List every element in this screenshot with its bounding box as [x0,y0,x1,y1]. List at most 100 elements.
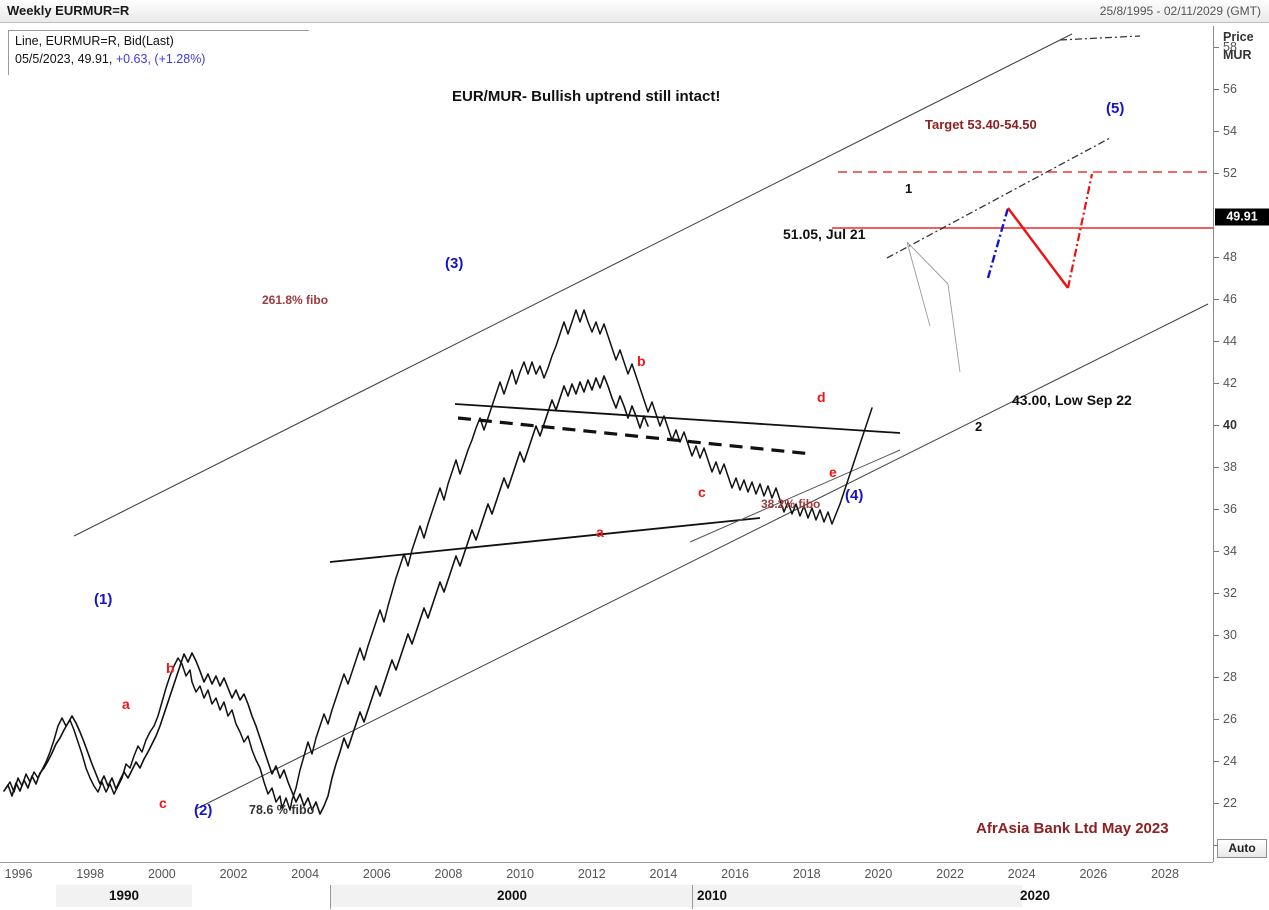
year-label-2026: 2026 [1079,867,1108,881]
sub-label-b: b [166,660,175,676]
price-tick-38: 38 [1214,460,1237,474]
price-tick-54: 54 [1214,124,1237,138]
year-label-2014: 2014 [649,867,678,881]
triangle-upper-line [454,403,901,434]
wave-label-1: (1) [94,591,113,608]
price-tick-mark [1214,677,1219,679]
year-label-2012: 2012 [577,867,606,881]
fibo-261-label: 261.8% fibo [262,293,329,307]
support-line-e [689,449,901,543]
triangle-label-e: e [829,464,837,480]
year-label-2004: 2004 [291,867,320,881]
price-tick-mark [1214,131,1219,133]
price-tick-48: 48 [1214,250,1237,264]
channel-lines [73,33,1209,810]
price-tick-26: 26 [1214,712,1237,726]
price-tick-mark [1214,467,1219,469]
wave-label-3: (3) [445,255,464,272]
forecast-projection-blue [986,207,1010,279]
price-tick-mark [1214,341,1219,343]
plot-area[interactable] [0,26,1213,862]
price-tick-mark [1214,551,1219,553]
brand-label: AfrAsia Bank Ltd May 2023 [976,820,1169,837]
year-label-2002: 2002 [219,867,248,881]
year-label-1996: 1996 [4,867,33,881]
date-range-label: 25/8/1995 - 02/11/2029 (GMT) [1099,4,1261,18]
price-tick-mark [1214,719,1219,721]
auto-scale-button[interactable]: Auto [1217,839,1267,858]
decade-band-2000 [330,885,692,907]
sub-label-a: a [122,696,130,712]
triangle-lines [329,403,901,563]
price-tick-mark [1214,257,1219,259]
price-tick-22: 22 [1214,796,1237,810]
year-label-2022: 2022 [936,867,964,881]
chart-legend: Line, EURMUR=R, Bid(Last) 05/5/2023, 49.… [8,30,309,75]
legend-series-line: Line, EURMUR=R, Bid(Last) [15,34,174,48]
time-axis[interactable]: 1996 1998 2000 2002 2004 2006 2008 2010 2012 2014… [0,862,1213,910]
decade-label-2010: 2010 [696,888,728,903]
impulse-label-2: 2 [975,419,983,434]
legend-date: 05/5/2023, [15,52,75,66]
fibo-382-label: 38.2% fibo [761,497,821,511]
price-tick-28: 28 [1214,670,1237,684]
triangle-label-b: b [637,353,646,369]
triangle-label-d: d [817,389,826,405]
channel-upper-line [73,33,1073,537]
price-axis-header-2: MUR [1223,48,1252,62]
wave1-guide-dashdot [886,137,1111,259]
year-label-1998: 1998 [76,867,105,881]
decade-label-1990: 1990 [108,888,140,903]
triangle-lower-line [329,517,761,563]
price-tick-58: 58 [1214,40,1237,54]
price-tick-mark [1214,635,1219,637]
price-path [3,375,649,815]
price-tick-52: 52 [1214,166,1237,180]
sub-label-c: c [159,795,167,811]
trendline-bd-dashed [457,416,813,456]
forecast-correction-red [1007,207,1069,289]
price-tick-36: 36 [1214,502,1237,516]
price-tick-44: 44 [1214,334,1237,348]
price-tick-mark [1214,593,1219,595]
target-label: Target 53.40-54.50 [925,117,1037,132]
price-tick-40: 40 [1214,418,1237,432]
year-label-2024: 2024 [1007,867,1036,881]
year-label-2008: 2008 [434,867,463,881]
year-label-2020: 2020 [864,867,893,881]
price-tick-34: 34 [1214,544,1237,558]
price-tick-mark [1214,89,1219,90]
year-label-2006: 2006 [362,867,391,881]
impulse-label-1: 1 [905,181,913,196]
year-label-2016: 2016 [721,867,749,881]
wave-label-5: (5) [1106,100,1125,117]
decade-band-1990 [56,885,192,907]
year-label-2018: 2018 [792,867,821,881]
price-tick-32: 32 [1214,586,1237,600]
high-annotation: 51.05, Jul 21 [783,226,866,242]
price-tick-mark [1214,761,1219,763]
year-label-2028: 2028 [1151,867,1179,881]
chart-title: EUR/MUR- Bullish uptrend still intact! [452,88,721,105]
legend-change: +0.63, (+1.28%) [115,52,206,66]
year-label-2010: 2010 [506,867,535,881]
low-annotation: 43.00, Low Sep 22 [1012,392,1132,408]
year-label-2000: 2000 [147,867,176,881]
price-tick-46: 46 [1214,292,1237,306]
channel-extension-dashdot [1059,35,1141,41]
price-tick-24: 24 [1214,754,1237,768]
price-tick-mark [1214,509,1219,511]
minor-guides [906,241,961,373]
price-tick-mark [1214,173,1219,175]
triangle-label-a: a [596,524,604,540]
window-title: Weekly EURMUR=R [7,3,130,18]
price-tick-56: 56 [1214,82,1237,96]
wave-label-4: (4) [845,487,864,504]
window-titlebar: Weekly EURMUR=R 25/8/1995 - 02/11/2029 (… [0,0,1269,23]
legend-last: 49.91, [77,52,113,66]
forecast-wave5-red-dashdot [1066,173,1094,289]
price-axis[interactable]: Price MUR 58 56 54 52 48 46 44 42 40 38 36 34 32 30 28… [1213,26,1269,862]
price-tick-30: 30 [1214,628,1237,642]
decade-label-2020: 2020 [1019,888,1051,903]
